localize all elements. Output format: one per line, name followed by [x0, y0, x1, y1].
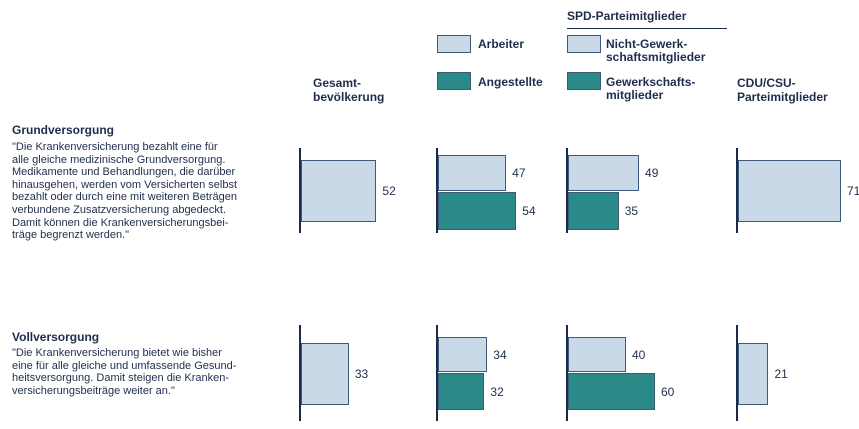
- value-label: 71: [846, 184, 859, 198]
- row-quote: "Die Krankenversicherung bezahlt eine fü…: [12, 141, 238, 242]
- bar: [738, 160, 841, 222]
- value-label: 35: [624, 204, 639, 218]
- value-label: 47: [512, 166, 526, 180]
- group-title: SPD-Parteimitglieder: [567, 9, 687, 23]
- bar: [301, 343, 349, 405]
- axis-line: [566, 325, 568, 421]
- bar: [568, 155, 640, 191]
- axis-line: [436, 325, 438, 421]
- legend-label: Arbeiter: [478, 37, 525, 51]
- value-label: 49: [645, 166, 659, 180]
- value-label: 60: [661, 384, 675, 399]
- axis-line: [736, 325, 738, 421]
- value-label: 54: [522, 204, 536, 218]
- group-rule: [567, 28, 727, 29]
- axis-line: [436, 148, 438, 233]
- bar: [568, 337, 626, 372]
- legend-swatch: [567, 35, 601, 53]
- row-title: Vollversorgung: [12, 330, 100, 344]
- bar: [738, 343, 769, 405]
- legend-label: Gewerkschafts- mitglieder: [606, 75, 696, 102]
- value-label: 34: [493, 347, 507, 362]
- column-header: CDU/CSU- Parteimitglieder: [737, 76, 828, 104]
- legend-swatch: [567, 72, 601, 90]
- bar: [568, 192, 619, 230]
- bar: [438, 155, 507, 191]
- legend-swatch: [437, 35, 471, 53]
- value-label: 21: [774, 367, 788, 381]
- bar: [438, 192, 517, 230]
- bar: [568, 373, 655, 410]
- legend-swatch: [437, 72, 471, 90]
- row-quote: "Die Krankenversicherung bietet wie bish…: [12, 347, 237, 397]
- axis-line: [299, 148, 301, 233]
- value-label: 33: [354, 367, 369, 381]
- bar: [438, 373, 485, 410]
- bar: [301, 160, 377, 222]
- bar: [438, 337, 488, 372]
- axis-line: [299, 325, 301, 421]
- value-label: 40: [632, 347, 646, 362]
- axis-line: [736, 148, 738, 233]
- axis-line: [566, 148, 568, 233]
- legend-label: Angestellte: [478, 75, 543, 89]
- column-header: Gesamt- bevölkerung: [313, 76, 385, 104]
- legend-label: Nicht-Gewerk- schaftsmitglieder: [606, 37, 706, 64]
- value-label: 32: [490, 384, 504, 399]
- row-title: Grundversorgung: [12, 123, 115, 137]
- value-label: 52: [382, 184, 396, 198]
